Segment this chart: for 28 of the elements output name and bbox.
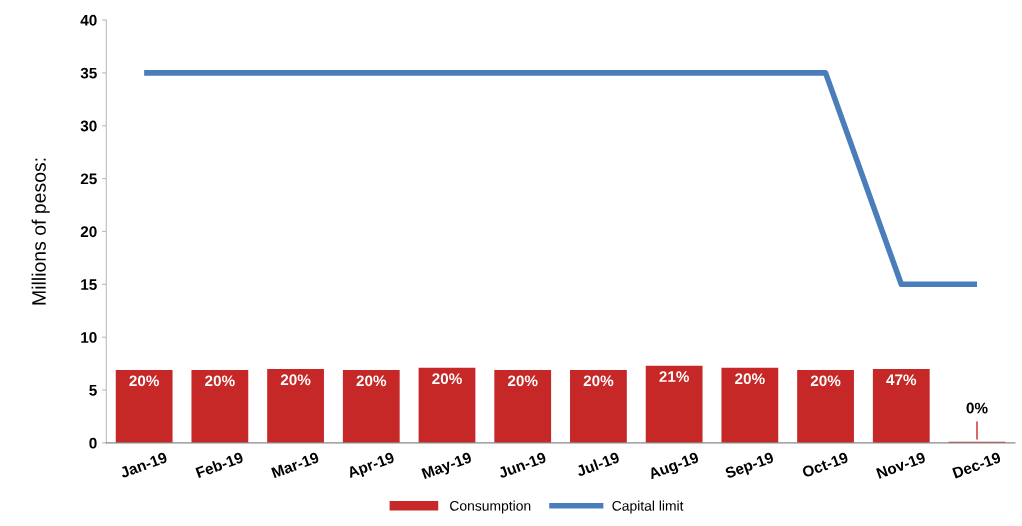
legend-label: Consumption xyxy=(450,500,531,514)
annotation: 47% xyxy=(886,374,917,386)
y-tick-label: 35 xyxy=(80,67,97,79)
annotation: 20% xyxy=(280,374,311,386)
x-tick-label: Apr-19 xyxy=(346,451,396,482)
annotation: 0% xyxy=(966,402,988,414)
annotation: 20% xyxy=(583,375,614,387)
legend-label: Capital limit xyxy=(612,500,684,514)
y-axis-title: Millions of pesos: xyxy=(31,158,50,305)
x-tick-label: Jul-19 xyxy=(575,451,621,477)
annotation: 20% xyxy=(356,375,387,387)
y-tick-label: 10 xyxy=(81,332,97,343)
y-tick-label: 20 xyxy=(80,226,97,238)
annotation: 20% xyxy=(507,375,538,387)
x-tick-label: Oct-19 xyxy=(801,451,849,478)
annotation: 20% xyxy=(735,373,765,385)
x-tick-label: Feb-19 xyxy=(195,451,244,479)
annotation: 21% xyxy=(659,371,690,382)
y-tick-label: 5 xyxy=(89,385,97,396)
annotation: 20% xyxy=(810,375,841,387)
annotation: 20% xyxy=(129,375,160,387)
y-tick-label: 30 xyxy=(80,120,97,132)
y-tick-label: 25 xyxy=(80,173,97,185)
annotation: 20% xyxy=(205,375,235,387)
annotation: 20% xyxy=(432,373,462,385)
y-tick-label: 15 xyxy=(81,279,97,290)
y-tick-label: 40 xyxy=(80,14,97,26)
y-tick-label: 0 xyxy=(89,437,97,449)
